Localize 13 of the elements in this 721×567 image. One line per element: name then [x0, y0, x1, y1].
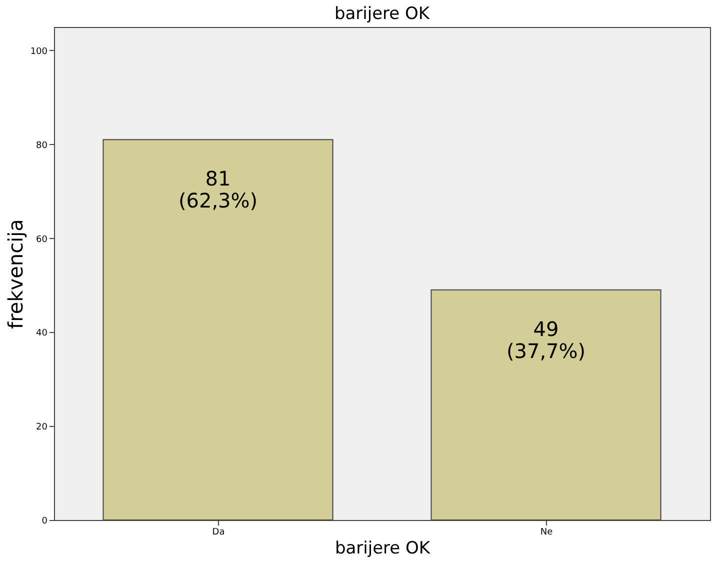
chart-title: barijere OK	[334, 4, 430, 24]
x-tick-label: Ne	[540, 528, 554, 538]
x-tick-label: Da	[212, 528, 225, 538]
y-tick-label: 80	[36, 140, 48, 151]
y-tick-label: 60	[36, 234, 48, 245]
y-tick-label: 100	[30, 46, 48, 57]
data-label: 81 (62,3%)	[178, 166, 258, 213]
x-axis-title: barijere OK	[334, 538, 431, 558]
data-label: 49 (37,7%)	[506, 316, 586, 363]
y-tick-label: 0	[42, 516, 48, 526]
y-axis-title: frekvencija	[3, 219, 28, 329]
y-tick-label: 20	[36, 422, 48, 433]
y-tick-label: 40	[36, 328, 48, 339]
